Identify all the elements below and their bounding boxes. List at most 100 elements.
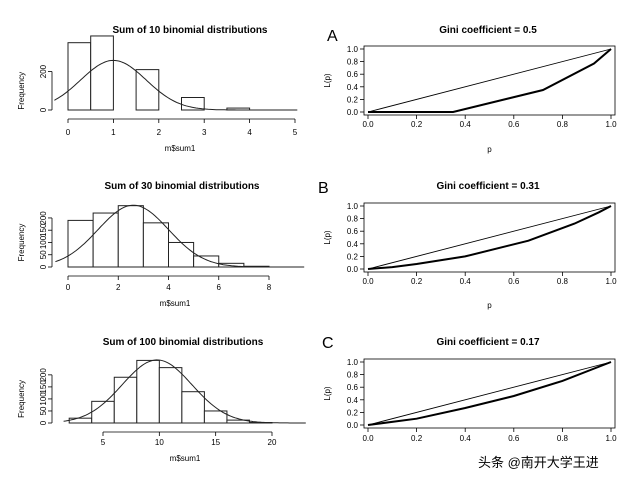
y-tick-label: 100 — [39, 235, 48, 249]
x-tick-label: 0.6 — [508, 120, 520, 129]
y-tick-label: 0.8 — [347, 215, 359, 224]
chart-panel-5: Sum of 100 binomial distributions 5 10 15 20… — [17, 337, 306, 463]
y-tick-label: 0.4 — [347, 396, 359, 405]
y-tick-label: 150 — [39, 223, 48, 237]
x-tick-label: 0.8 — [557, 120, 569, 129]
y-tick-label: 0.2 — [347, 252, 359, 261]
equality-line — [367, 205, 612, 270]
y-tick-label: 200 — [39, 64, 48, 78]
y-tick-label: 0.4 — [347, 83, 359, 92]
x-tick-label: 0 — [66, 128, 71, 137]
histogram-bar — [158, 367, 183, 424]
y-tick-label: 0 — [39, 107, 48, 112]
x-tick-label: 0.0 — [362, 120, 374, 129]
x-tick-label: 0 — [66, 283, 71, 292]
x-tick-label: 0.2 — [411, 120, 423, 129]
x-tick-label: 4 — [166, 283, 171, 292]
y-tick-label: 150 — [39, 380, 48, 394]
x-tick-label: 0.2 — [411, 434, 423, 443]
histogram-bar — [136, 359, 160, 424]
x-tick-label: 6 — [217, 283, 222, 292]
x-tick-label: 1.0 — [605, 434, 617, 443]
chart-title: Sum of 10 binomial distributions — [112, 25, 267, 36]
chart-panel-1: Sum of 10 binomial distributions 0 1 2 3 4 5 0 2… — [17, 25, 298, 153]
y-tick-label: 0.8 — [347, 371, 359, 380]
y-tick-label: 0.4 — [347, 240, 359, 249]
panel-letter: B — [318, 180, 329, 197]
y-tick-label: 0.0 — [347, 108, 359, 117]
y-tick-label: 1.0 — [347, 358, 359, 367]
y-tick-label: 0.2 — [347, 408, 359, 417]
chart-panel-6: Gini coefficient = 0.17 C 0.0 0.2 0.4 0.6 0.8 1… — [322, 335, 617, 443]
x-tick-label: 5 — [293, 128, 298, 137]
plot-frame — [363, 45, 616, 116]
x-tick-label: 20 — [268, 438, 277, 447]
lorenz-curve — [367, 205, 612, 270]
x-tick-label: 0.4 — [460, 434, 472, 443]
y-axis-label: L(p) — [323, 230, 332, 245]
x-tick-label: 2 — [116, 283, 121, 292]
x-axis-label: p — [487, 301, 492, 310]
y-tick-label: 200 — [39, 211, 48, 225]
y-tick-label: 0 — [39, 420, 48, 425]
chart-title: Gini coefficient = 0.17 — [436, 337, 540, 348]
x-tick-label: 3 — [202, 128, 207, 137]
histogram-bar — [113, 376, 138, 424]
chart-panel-3: Sum of 30 binomial distributions 0 2 4 6 8 0 50… — [17, 181, 305, 308]
histogram-bar — [68, 417, 93, 424]
x-tick-label: 1.0 — [605, 120, 617, 129]
x-tick-label: 0.0 — [362, 277, 374, 286]
histogram-bar — [90, 35, 114, 111]
y-tick-label: 0.2 — [347, 95, 359, 104]
histogram-bar — [193, 255, 220, 268]
lorenz-curve — [367, 361, 612, 426]
y-tick-label: 50 — [39, 250, 48, 259]
x-tick-label: 2 — [157, 128, 162, 137]
x-tick-label: 0.2 — [411, 277, 423, 286]
x-tick-label: 0.6 — [508, 434, 520, 443]
y-tick-label: 100 — [39, 392, 48, 406]
lorenz-curve — [368, 48, 612, 113]
histogram-bar — [142, 222, 169, 268]
histogram-bar — [203, 410, 228, 424]
chart-title: Gini coefficient = 0.5 — [439, 25, 537, 36]
histogram-bar — [181, 97, 205, 111]
x-tick-label: 8 — [267, 283, 272, 292]
x-tick-label: 0.4 — [460, 120, 472, 129]
equality-line — [367, 361, 612, 426]
x-axis-label: m$sum1 — [165, 144, 196, 153]
histogram-bar — [181, 391, 205, 424]
y-axis-label: Frequency — [17, 72, 26, 110]
equality-line — [367, 48, 612, 113]
watermark-text: 头条 @南开大学王进 — [478, 455, 599, 470]
y-tick-label: 1.0 — [347, 45, 359, 54]
y-tick-label: 0.8 — [347, 58, 359, 67]
y-tick-label: 0.0 — [347, 421, 359, 430]
panel-letter: A — [327, 28, 338, 45]
chart-title: Sum of 100 binomial distributions — [103, 337, 264, 348]
chart-title: Gini coefficient = 0.31 — [436, 181, 540, 192]
y-axis-label: L(p) — [323, 386, 332, 401]
y-tick-label: 200 — [39, 368, 48, 382]
x-tick-label: 1.0 — [605, 277, 617, 286]
chart-panel-4: Gini coefficient = 0.31 B 0.0 0.2 0.4 0.6 0.8 1… — [318, 180, 617, 310]
x-tick-label: 1 — [111, 128, 116, 137]
x-tick-label: 15 — [211, 438, 220, 447]
chart-panel-2: Gini coefficient = 0.5 A 0.0 0.2 0.4 0.6 0.8 1.… — [323, 25, 617, 154]
y-tick-label: 50 — [39, 406, 48, 415]
x-tick-label: 0.8 — [557, 434, 569, 443]
x-axis-label: m$sum1 — [170, 454, 201, 463]
plot-frame — [363, 358, 616, 429]
y-axis-label: Frequency — [17, 380, 26, 418]
y-tick-label: 0.0 — [347, 265, 359, 274]
panel-letter: C — [322, 335, 334, 352]
x-axis-label: m$sum1 — [160, 299, 191, 308]
density-curve — [55, 204, 305, 268]
density-curve — [54, 59, 298, 111]
x-axis-label: p — [487, 145, 492, 154]
histogram-bar — [218, 262, 245, 268]
plot-frame — [363, 202, 616, 273]
x-tick-label: 4 — [247, 128, 252, 137]
